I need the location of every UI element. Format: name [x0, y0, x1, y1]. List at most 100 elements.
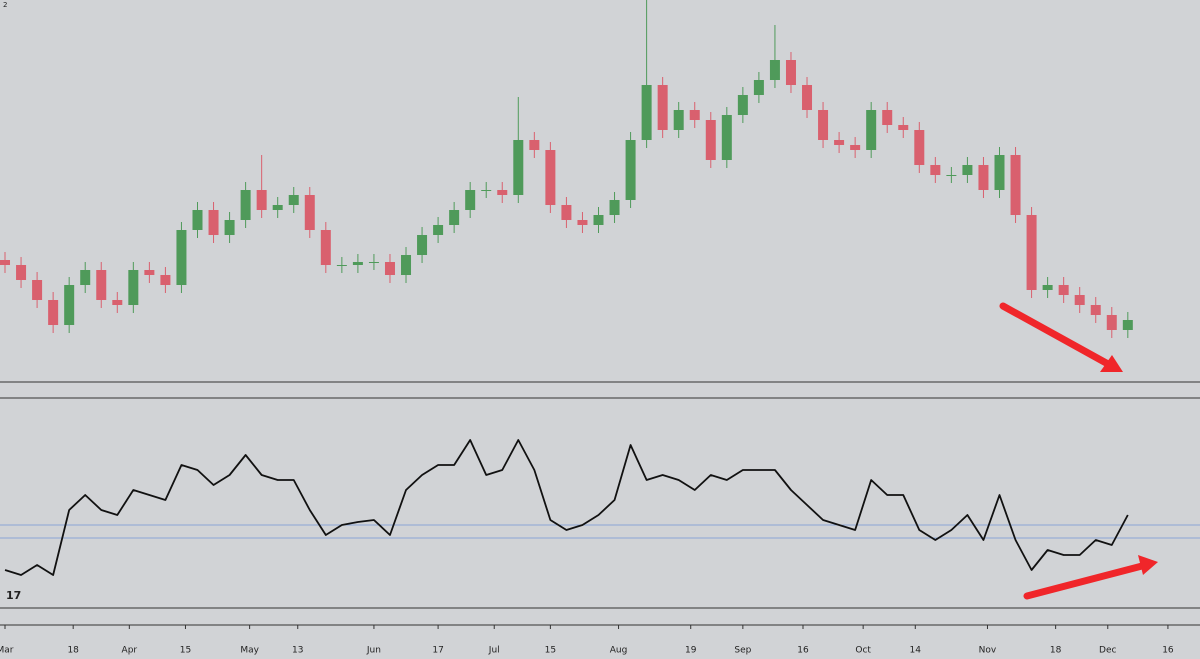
candle-body — [240, 190, 251, 220]
x-tick-label: 13 — [292, 646, 303, 656]
candle-body — [32, 280, 43, 300]
candle-body — [1106, 315, 1117, 330]
x-tick-label: 18 — [67, 646, 79, 656]
candle-body — [481, 190, 492, 191]
candle-body — [577, 220, 588, 225]
candle-body — [785, 60, 796, 85]
candle-body — [1042, 285, 1053, 290]
candle-body — [513, 140, 524, 195]
candle-body — [352, 262, 363, 265]
candle-body — [96, 270, 107, 300]
candle-body — [224, 220, 235, 235]
badge: 17 — [6, 589, 21, 602]
candle-body — [1090, 305, 1101, 315]
candle-body — [320, 230, 331, 265]
candle-body — [144, 270, 155, 275]
candle-body — [449, 210, 460, 225]
candle-body — [818, 110, 829, 140]
candle-body — [192, 210, 203, 230]
candle-body — [882, 110, 893, 125]
candle-body — [288, 195, 299, 205]
candle-body — [1010, 155, 1021, 215]
x-tick-label: 14 — [910, 646, 922, 656]
x-tick-label: 18 — [1050, 646, 1062, 656]
x-tick-label: Dec — [1099, 646, 1116, 656]
badge-bg — [4, 588, 24, 602]
arrow-head — [1138, 555, 1158, 575]
pane-label: 2 — [3, 1, 7, 9]
candle-body — [657, 85, 668, 130]
candle-body — [304, 195, 315, 230]
candle-body — [561, 205, 572, 220]
candle-body — [673, 110, 684, 130]
candle-body — [208, 210, 219, 235]
candle-body — [16, 265, 27, 280]
candle-body — [433, 225, 444, 235]
candle-body — [802, 85, 813, 110]
candle-body — [465, 190, 476, 210]
candle-body — [1074, 295, 1085, 305]
candle-body — [753, 80, 764, 95]
candle-body — [272, 205, 283, 210]
candle-body — [336, 265, 347, 266]
candle-body — [545, 150, 556, 205]
x-tick-label: Nov — [979, 646, 997, 656]
x-tick-label: 17 — [432, 646, 443, 656]
candle-body — [1026, 215, 1037, 290]
price-pane — [0, 0, 1133, 338]
candle-body — [609, 200, 620, 215]
candle-body — [946, 175, 957, 176]
candle-body — [866, 110, 877, 150]
candle-body — [0, 260, 11, 265]
candle-body — [80, 270, 91, 285]
candle-body — [1058, 285, 1069, 295]
candle-body — [834, 140, 845, 145]
candle-body — [978, 165, 989, 190]
candle-body — [401, 255, 412, 275]
candle-body — [128, 270, 139, 305]
x-tick-label: Apr — [122, 646, 138, 656]
candle-body — [914, 130, 925, 165]
candle-body — [769, 60, 780, 80]
candle-body — [417, 235, 428, 255]
x-tick-label: 16 — [797, 646, 809, 656]
candle-body — [497, 190, 508, 195]
candle-body — [529, 140, 540, 150]
candle-body — [705, 120, 716, 160]
candle-body — [994, 155, 1005, 190]
x-tick-label: Sep — [734, 646, 751, 656]
arrow-head — [1100, 355, 1123, 372]
x-tick-label: May — [240, 646, 259, 656]
candle-body — [898, 125, 909, 130]
candle-body — [112, 300, 123, 305]
candle-body — [1122, 320, 1133, 330]
candle-body — [368, 262, 379, 263]
x-tick-label: 15 — [180, 646, 191, 656]
candle-body — [176, 230, 187, 285]
x-tick-label: 16 — [1162, 646, 1174, 656]
oscillator-pane — [0, 439, 1200, 576]
x-tick-label: 15 — [545, 646, 556, 656]
candle-body — [160, 275, 171, 285]
candle-body — [962, 165, 973, 175]
candle-body — [721, 115, 732, 160]
candle-body — [256, 190, 267, 210]
x-tick-label: Aug — [610, 646, 628, 656]
candle-body — [737, 95, 748, 115]
x-tick-label: Oct — [855, 646, 871, 656]
x-tick-label: 19 — [685, 646, 697, 656]
x-tick-label: Mar — [0, 646, 14, 656]
arrow-shaft — [1023, 562, 1146, 600]
x-tick-label: Jun — [366, 646, 381, 656]
candle-body — [48, 300, 59, 325]
candle-body — [641, 85, 652, 140]
candle-body — [625, 140, 636, 200]
oscillator-line — [4, 439, 1129, 576]
candle-body — [930, 165, 941, 175]
x-tick-label: Jul — [488, 646, 500, 656]
arrow-shaft — [999, 302, 1112, 368]
candle-body — [850, 145, 861, 150]
